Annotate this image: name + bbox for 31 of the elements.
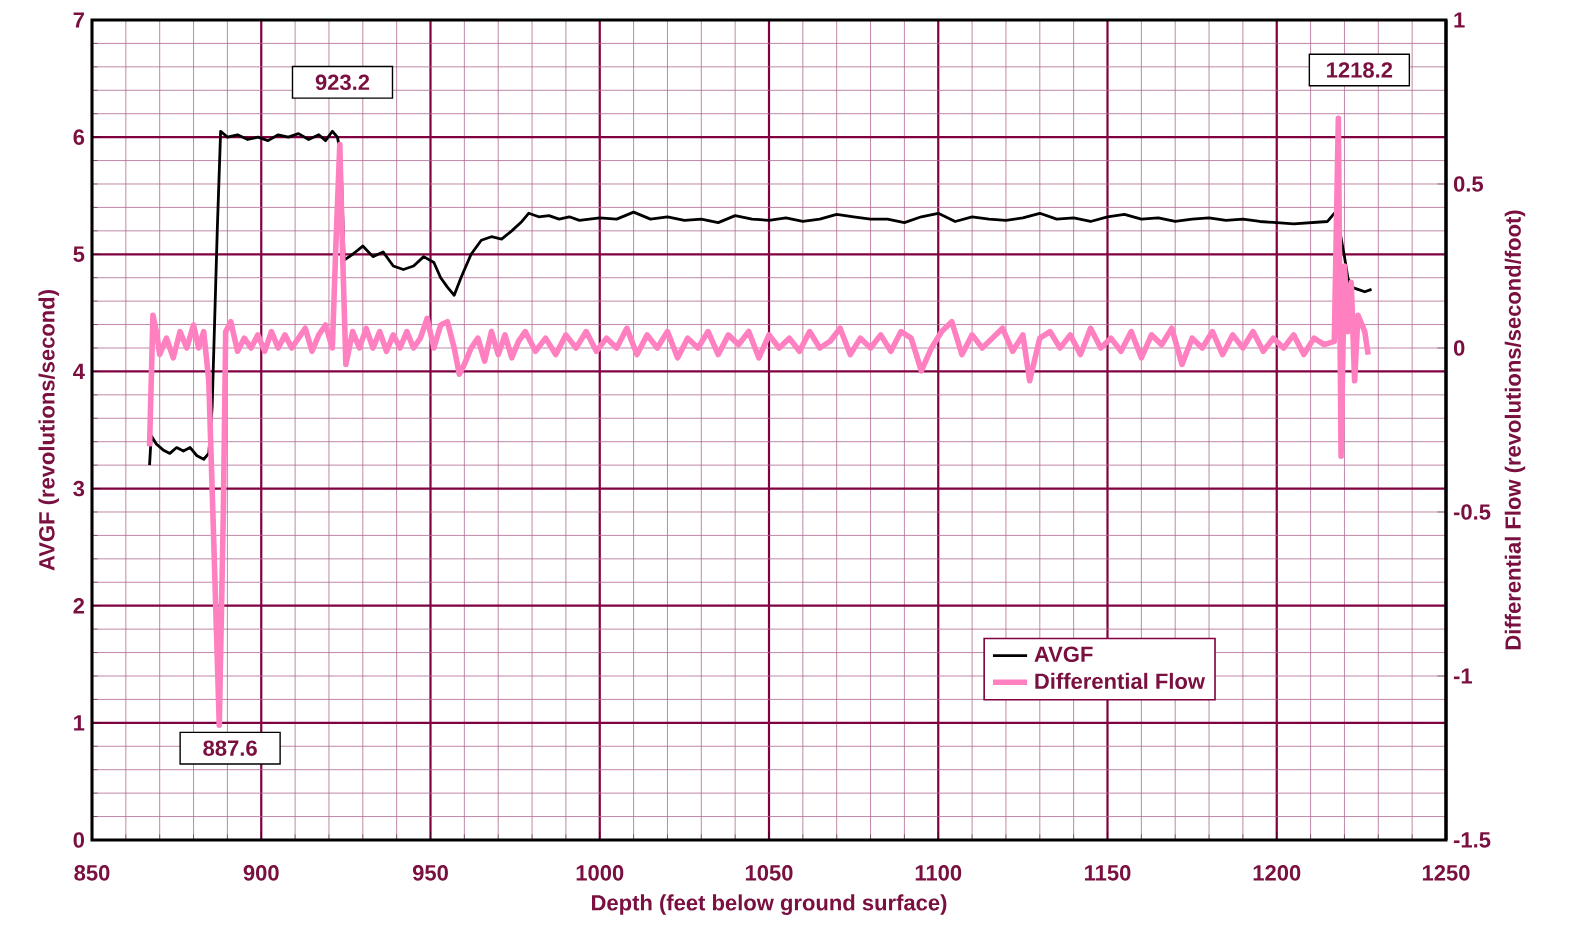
y-tick-label: 5	[73, 246, 85, 262]
x-tick-label: 1050	[745, 865, 793, 881]
x-tick-label: 1250	[1422, 865, 1470, 881]
x-tick-label: 850	[74, 865, 110, 881]
x-tick-label: 1100	[915, 865, 962, 881]
y2-tick-label: 0	[1453, 340, 1465, 356]
x-tick-label: 1000	[576, 865, 624, 881]
x-tick-label: 1200	[1253, 865, 1301, 881]
y2-tick-label: 0.5	[1453, 176, 1484, 192]
y-tick-label: 4	[73, 363, 85, 379]
legend-label: Differential Flow	[1035, 672, 1206, 689]
x-tick-label: 900	[243, 865, 279, 881]
y2-axis-title: Differential Flow (revolutions/second/foot)	[1504, 210, 1526, 650]
y2-tick-label: 1	[1454, 12, 1465, 28]
annotation: 923.2	[315, 74, 370, 91]
y-tick-label: 7	[73, 12, 84, 28]
y-tick-label: 6	[73, 129, 85, 145]
x-axis-title: Depth (feet below ground surface)	[592, 894, 947, 915]
legend-label: AVGF	[1034, 646, 1093, 663]
y-tick-label: 3	[73, 480, 85, 497]
x-tick-label: 1150	[1085, 865, 1131, 881]
y2-tick-label: -1	[1453, 668, 1472, 684]
y2-tick-label: -0.5	[1453, 504, 1491, 520]
y-axis-title: AVGF (revolutions/second)	[38, 290, 59, 571]
y-tick-label: 1	[74, 715, 85, 731]
y-tick-label: 2	[73, 598, 85, 614]
annotation: 887.6	[203, 740, 257, 756]
annotation: 1218.2	[1327, 62, 1393, 78]
y2-tick-label: -1.5	[1453, 832, 1491, 848]
y-tick-label: 0	[73, 832, 85, 848]
x-tick-label: 950	[412, 865, 448, 881]
